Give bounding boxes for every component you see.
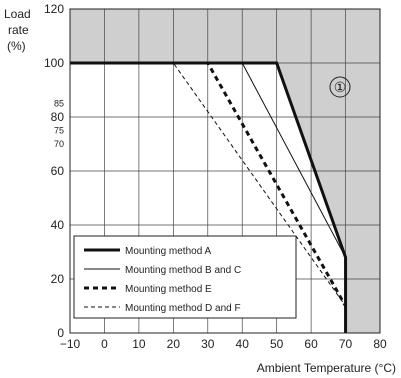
legend-label-a: Mounting method A: [125, 246, 211, 257]
legend: Mounting method A Mounting method B and …: [73, 235, 297, 319]
y-minor-tick-label: 70: [54, 139, 64, 149]
y-minor-tick-label: 85: [54, 99, 64, 109]
y-tick-label: 0: [57, 326, 64, 340]
y-axis-title-line-1: Load: [4, 7, 31, 21]
y-tick-label: 80: [51, 110, 65, 124]
plot-frame: [69, 8, 381, 334]
over-temperature-shaded-region: [70, 9, 380, 333]
annotation-label: ①: [334, 79, 347, 95]
x-tick-label: 70: [339, 337, 353, 351]
shaded-region: [70, 9, 380, 333]
legend-label-e: Mounting method E: [125, 284, 212, 295]
x-tick-label: 40: [236, 337, 250, 351]
x-tick-label: 30: [201, 337, 215, 351]
x-tick-label: 20: [167, 337, 181, 351]
y-tick-label: 40: [51, 218, 65, 232]
y-tick-label: 100: [44, 56, 64, 70]
y-tick-label: 60: [51, 164, 65, 178]
series-line-df: [70, 62, 346, 307]
region-annotation: ①: [329, 76, 351, 98]
y-tick-label: 120: [44, 2, 64, 16]
y-tick-label: 20: [51, 272, 65, 286]
legend-label-df: Mounting method D and F: [125, 303, 241, 314]
series-lines: [70, 61, 348, 333]
legend-label-bc: Mounting method B and C: [125, 265, 241, 276]
y-minor-tick-label: 75: [54, 126, 64, 136]
x-axis-title: Ambient Temperature (°C): [257, 361, 396, 375]
x-tick-label: −10: [60, 337, 81, 351]
x-tick-label: 60: [304, 337, 318, 351]
x-tick-label: 0: [101, 337, 108, 351]
annotation-circle: [329, 76, 351, 98]
y-axis-title-line-3: (%): [7, 39, 26, 53]
y-axis-title-line-2: rate: [8, 23, 29, 37]
axes: −10 0 10 20 30 40 50 60 70 8002040608010012085757…: [44, 2, 387, 351]
x-tick-label: 50: [270, 337, 284, 351]
x-tick-label: 10: [132, 337, 146, 351]
x-tick-label: 80: [373, 337, 387, 351]
